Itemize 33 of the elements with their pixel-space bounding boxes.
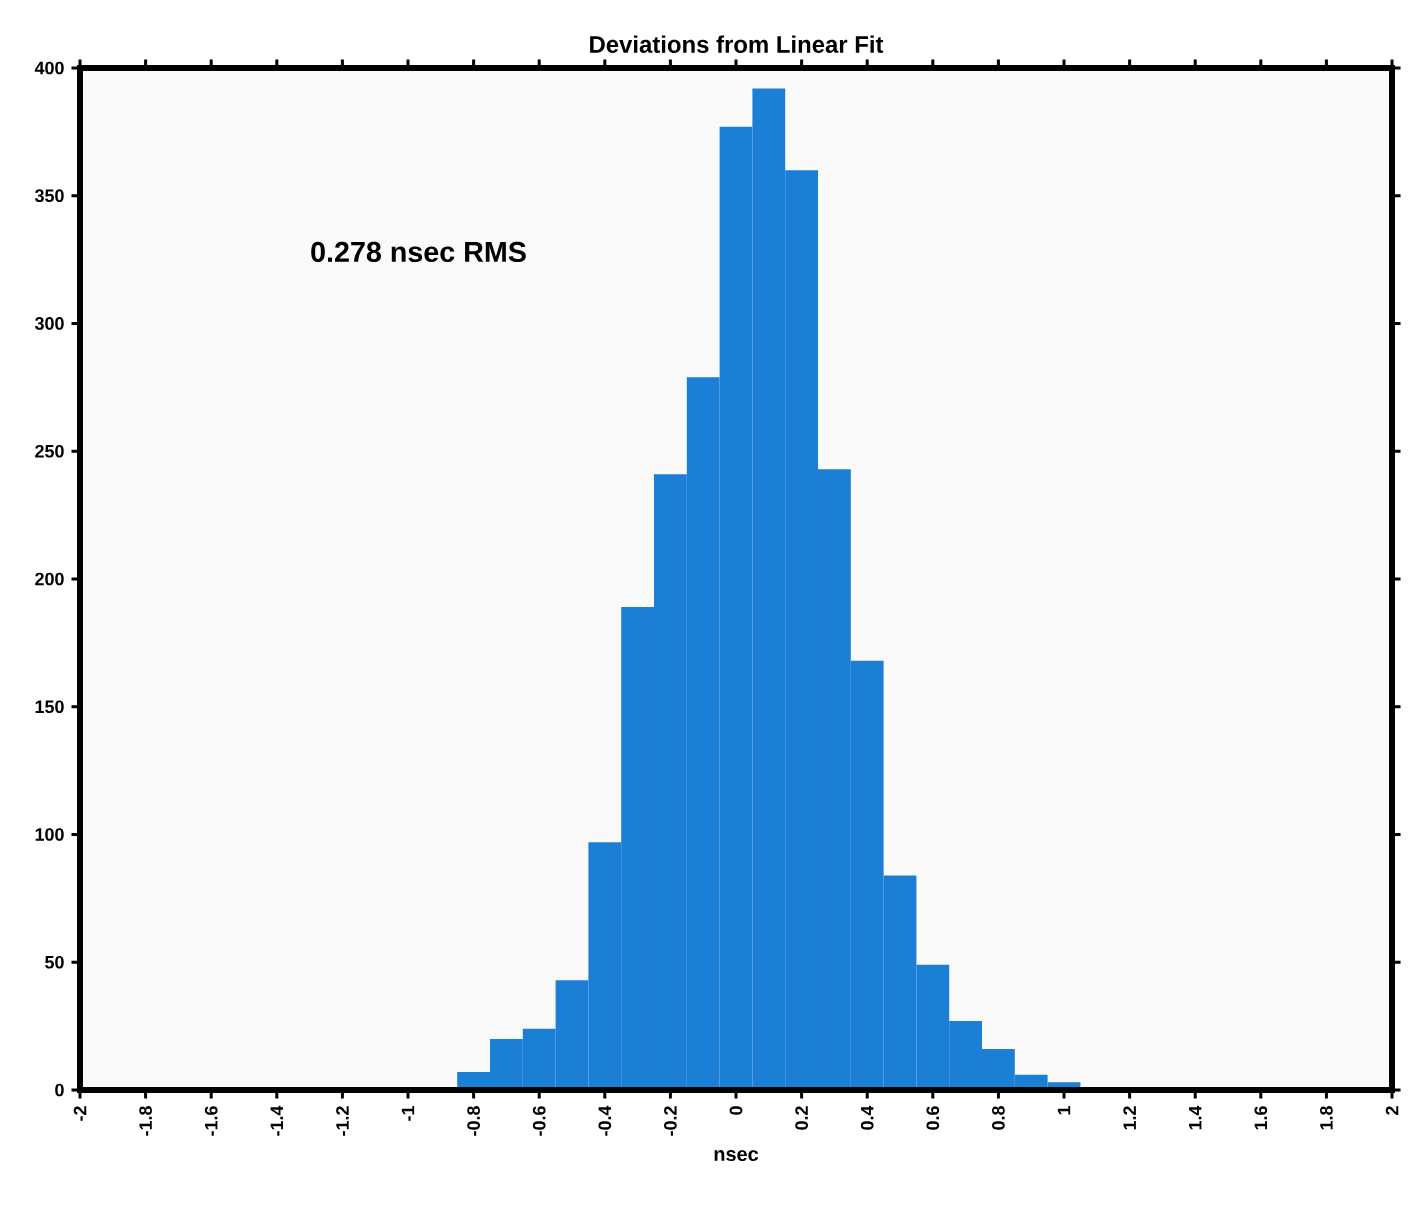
x-tick-label: -1.8 — [139, 1106, 152, 1136]
x-tick-label: -0.8 — [467, 1106, 480, 1136]
y-tick-label: 400 — [34, 61, 64, 75]
y-tick-label: 50 — [45, 955, 64, 969]
x-tick-label: 0.2 — [795, 1106, 808, 1130]
x-tick-label: 1.4 — [1189, 1105, 1202, 1130]
chart-title: Deviations from Linear Fit — [590, 35, 884, 53]
x-tick-label: -2 — [73, 1106, 87, 1121]
x-tick-label: -1.2 — [336, 1106, 349, 1136]
annotation: 0.278 nsec RMS — [311, 241, 526, 263]
x-tick-label: 0.4 — [860, 1105, 874, 1130]
y-tick-label: 300 — [34, 317, 64, 330]
x-tick-label: -1.4 — [270, 1105, 283, 1136]
x-tick-label: 1.2 — [1123, 1106, 1136, 1130]
y-tick-label: 200 — [35, 572, 64, 586]
x-tick-label: 1.6 — [1254, 1106, 1268, 1130]
x-tick-label: -0.4 — [598, 1105, 612, 1136]
x-axis-title: nsec — [714, 1150, 759, 1162]
y-tick-label: 350 — [34, 189, 64, 203]
x-tick-label: 0 — [729, 1106, 743, 1115]
x-tick-label: -0.6 — [532, 1106, 546, 1136]
x-tick-label: 1.8 — [1320, 1106, 1333, 1130]
y-tick-label: 250 — [35, 444, 64, 458]
y-tick-label: 100 — [35, 828, 64, 841]
y-tick-label: 150 — [35, 700, 64, 714]
y-tick-label: 0 — [55, 1083, 64, 1097]
x-tick-label: -1.6 — [204, 1106, 218, 1136]
x-tick-label: -0.2 — [664, 1106, 677, 1136]
x-tick-label: 2 — [1385, 1106, 1399, 1115]
x-tick-label: -1 — [401, 1106, 415, 1121]
x-tick-label: 1 — [1057, 1106, 1071, 1115]
x-tick-label: 0.8 — [992, 1106, 1005, 1130]
x-tick-label: 0.6 — [926, 1106, 940, 1130]
